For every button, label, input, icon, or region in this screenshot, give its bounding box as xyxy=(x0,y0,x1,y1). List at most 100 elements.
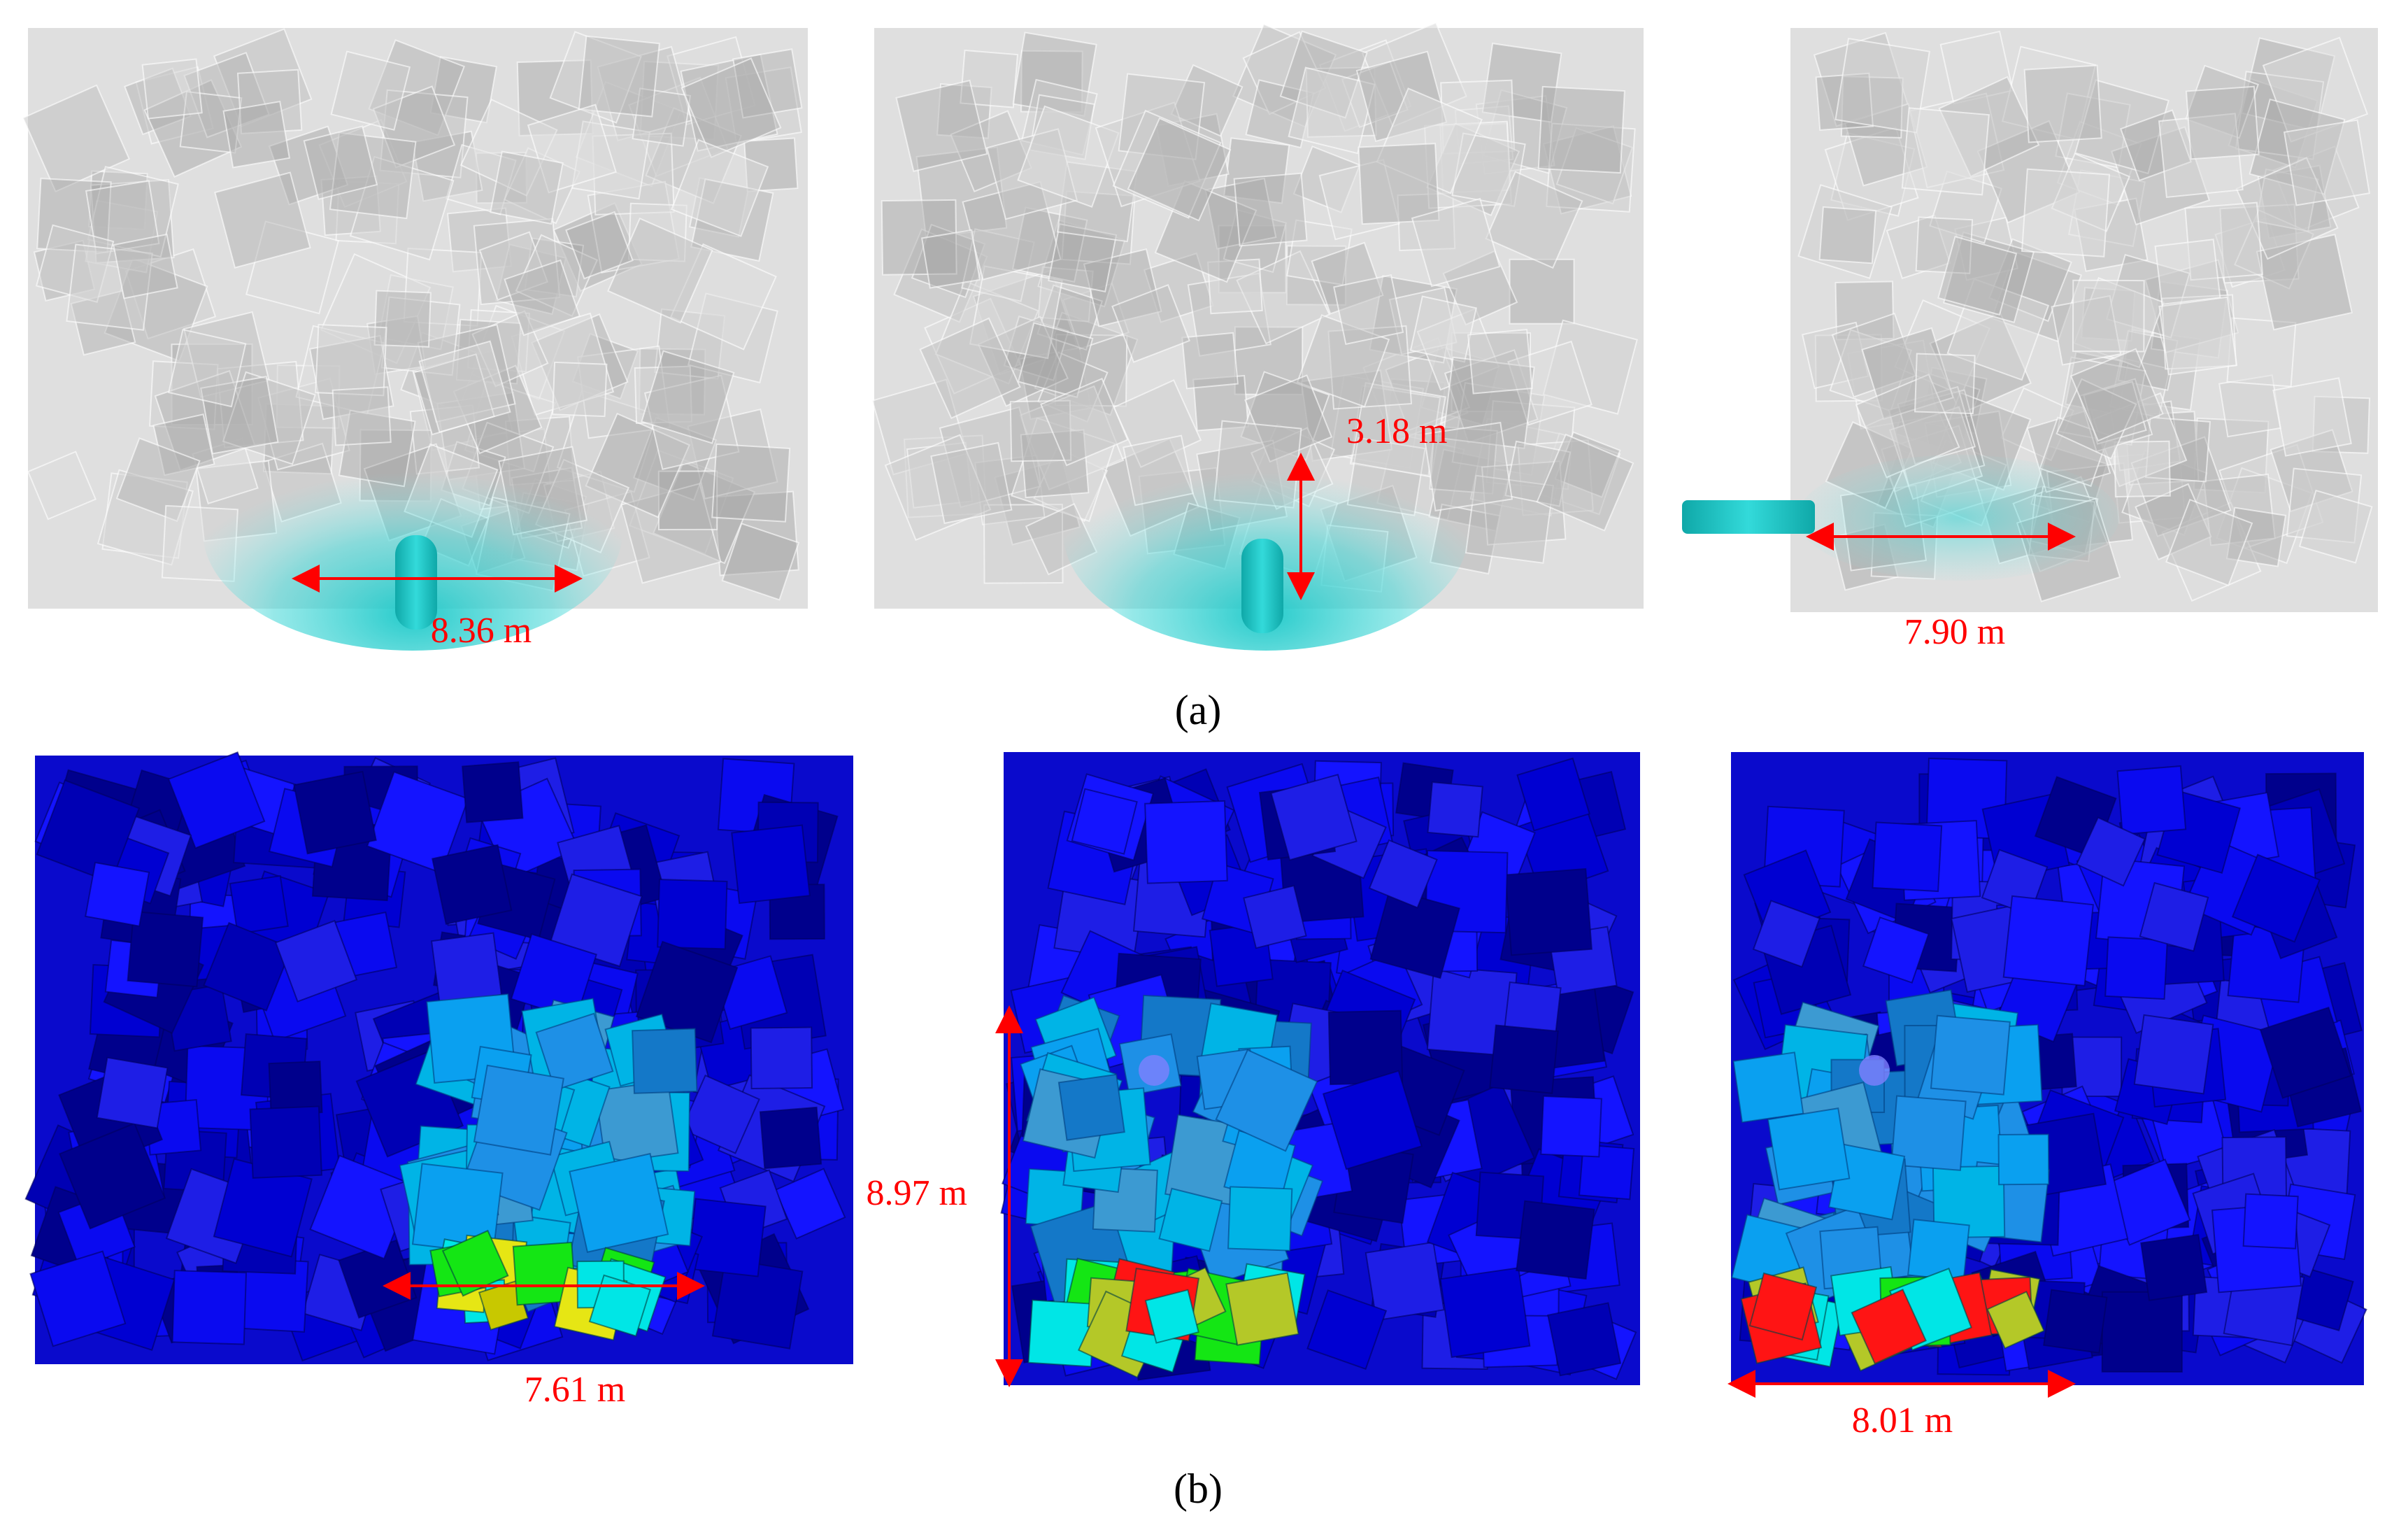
block xyxy=(1027,1299,1096,1368)
block xyxy=(245,220,340,315)
row-a-panel-2 xyxy=(871,22,1644,651)
block xyxy=(1111,284,1190,363)
block xyxy=(1939,30,2014,105)
block xyxy=(1835,38,1930,134)
row-a-panel-1 xyxy=(22,28,808,651)
block xyxy=(1537,85,1625,174)
block xyxy=(303,125,378,200)
block xyxy=(2092,392,2188,488)
block xyxy=(1872,821,1943,893)
block xyxy=(939,406,1041,509)
block xyxy=(1369,275,1458,364)
block xyxy=(1538,432,1621,516)
block xyxy=(2158,296,2238,376)
block xyxy=(1286,219,1353,286)
block xyxy=(1831,312,1917,398)
block xyxy=(2074,79,2170,175)
block xyxy=(1481,460,1567,546)
measurement-label-a3: 7.90 m xyxy=(1904,612,2005,652)
measurement-label-b1: 7.61 m xyxy=(525,1370,625,1410)
block xyxy=(274,919,358,1003)
block xyxy=(2104,936,2168,1000)
block xyxy=(1143,252,1214,323)
block xyxy=(1376,87,1483,194)
block xyxy=(2118,329,2201,411)
block xyxy=(1504,867,1593,956)
block xyxy=(1929,170,2002,244)
block xyxy=(1036,284,1104,351)
block xyxy=(36,779,141,884)
marker-sphere xyxy=(1859,1055,1890,1086)
block xyxy=(329,132,417,220)
block xyxy=(2231,853,2321,943)
block xyxy=(379,89,469,178)
measurement-label-b3: 8.01 m xyxy=(1852,1401,1953,1440)
block xyxy=(1423,120,1513,209)
block xyxy=(2272,377,2352,457)
block xyxy=(1365,1241,1445,1322)
block xyxy=(1311,241,1384,315)
block xyxy=(669,243,777,350)
block xyxy=(417,324,516,423)
block xyxy=(2073,277,2165,369)
block xyxy=(1037,351,1109,423)
block xyxy=(921,229,981,289)
block xyxy=(320,175,381,236)
block xyxy=(1227,1186,1293,1252)
block xyxy=(2083,381,2147,445)
block xyxy=(1504,440,1572,507)
row-b-panel-2 xyxy=(1000,752,1640,1385)
block xyxy=(466,309,530,373)
block xyxy=(88,170,148,230)
block xyxy=(171,1270,248,1345)
block xyxy=(577,345,671,439)
block xyxy=(1946,278,2050,381)
block xyxy=(1355,50,1448,143)
block xyxy=(1990,251,2082,343)
block xyxy=(1862,916,1930,984)
block xyxy=(1547,1302,1622,1377)
block xyxy=(871,378,969,476)
block xyxy=(2185,64,2259,139)
block xyxy=(2051,153,2130,232)
block xyxy=(620,483,722,584)
block xyxy=(657,470,718,530)
block xyxy=(919,317,1021,420)
impactor-rod xyxy=(1682,500,1815,534)
block xyxy=(1083,248,1162,327)
block xyxy=(1797,184,1893,279)
block xyxy=(549,31,642,124)
block xyxy=(1451,132,1526,207)
block xyxy=(368,39,465,136)
block xyxy=(124,248,217,340)
block xyxy=(654,308,726,380)
block xyxy=(569,1152,669,1253)
block xyxy=(552,361,608,418)
block xyxy=(1516,757,1590,832)
block xyxy=(1029,94,1095,160)
block xyxy=(85,180,160,255)
block xyxy=(1270,773,1358,861)
block xyxy=(1368,839,1438,909)
block xyxy=(1555,127,1634,205)
block xyxy=(1158,1187,1223,1252)
block xyxy=(1009,399,1072,462)
measurement-label-a1: 8.36 m xyxy=(431,611,532,651)
block xyxy=(1516,1200,1595,1280)
block xyxy=(2184,201,2264,281)
block xyxy=(2075,816,2146,887)
block xyxy=(1279,30,1368,119)
block xyxy=(1997,1133,2050,1186)
block xyxy=(1890,1095,1967,1171)
block xyxy=(578,35,660,118)
block xyxy=(2298,489,2373,564)
block xyxy=(711,1258,804,1350)
marker-sphere xyxy=(1139,1055,1169,1086)
block xyxy=(1170,64,1244,137)
block xyxy=(473,1064,564,1156)
block xyxy=(1976,120,2081,224)
block xyxy=(641,350,735,444)
block xyxy=(2023,64,2102,143)
block xyxy=(229,874,289,935)
